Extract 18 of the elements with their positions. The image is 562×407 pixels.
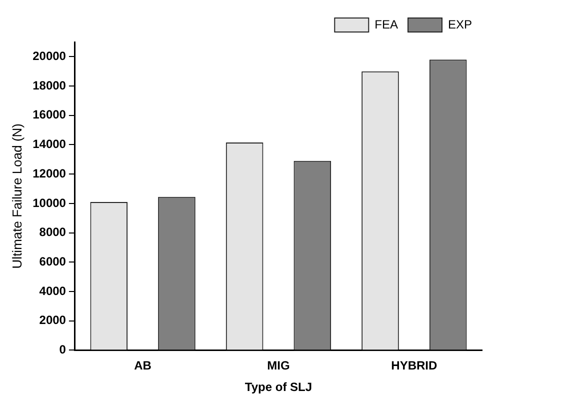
y-tick-label: 8000 <box>39 225 66 240</box>
y-tick-label: 18000 <box>32 78 66 92</box>
y-tick-label: 0 <box>59 342 66 357</box>
y-axis-title: Ultimate Failure Load (N) <box>9 123 24 269</box>
y-tick-label: 14000 <box>32 137 66 152</box>
x-tick-label: HYBRID <box>391 358 438 373</box>
y-tick-label: 16000 <box>32 108 66 122</box>
y-tick-label: 4000 <box>39 284 66 298</box>
x-tick-label: AB <box>134 358 152 373</box>
legend-label: EXP <box>448 17 472 32</box>
y-tick-label: 2000 <box>39 313 66 328</box>
y-tick-label: 6000 <box>39 254 66 268</box>
x-axis-title: Type of SLJ <box>244 380 312 394</box>
x-tick-label: MIG <box>267 358 290 373</box>
y-tick-label: 20000 <box>32 48 66 63</box>
legend-label: FEA <box>374 17 398 32</box>
y-tick-label: 12000 <box>32 166 66 180</box>
y-tick-label: 10000 <box>32 196 66 210</box>
